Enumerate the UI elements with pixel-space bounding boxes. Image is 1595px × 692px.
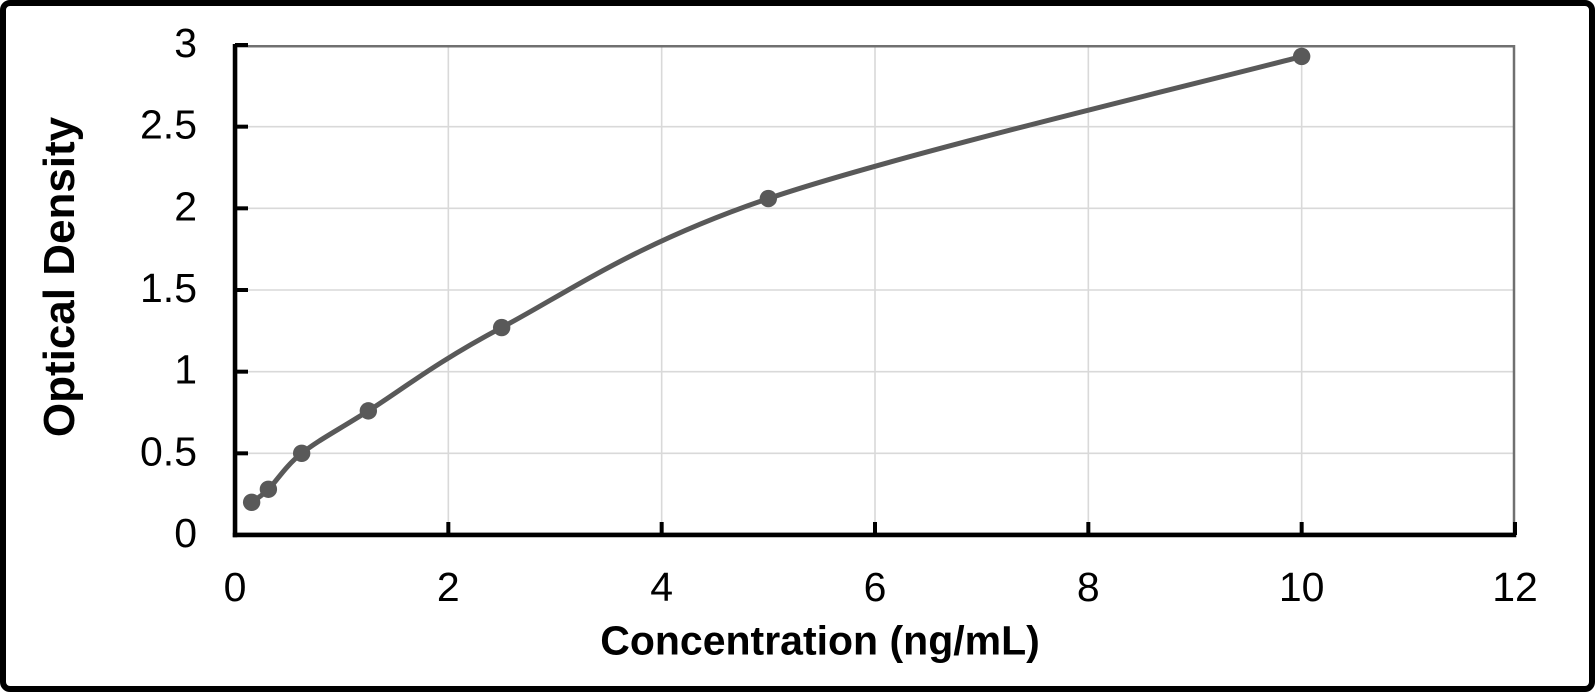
x-tick-label: 6 (864, 564, 887, 610)
y-tick-label: 1.5 (140, 265, 197, 311)
y-axis-title: Optical Density (35, 116, 84, 438)
data-point-marker (359, 402, 378, 420)
y-tick-label: 2.5 (140, 102, 197, 148)
data-point-marker (259, 480, 278, 498)
y-tick-label: 0 (174, 510, 197, 556)
data-point-marker (1292, 47, 1311, 66)
x-tick-label: 10 (1279, 564, 1325, 610)
data-point-marker (492, 318, 511, 337)
data-point-marker (242, 493, 261, 512)
x-tick-label: 0 (224, 564, 247, 610)
x-tick-label: 4 (650, 564, 673, 610)
y-tick-label: 0.5 (140, 428, 197, 474)
data-point-marker (292, 444, 311, 463)
y-tick-label: 2 (174, 183, 197, 229)
standard-curve-line (249, 53, 1305, 505)
x-tick-label: 12 (1492, 564, 1538, 610)
x-axis-title: Concentration (ng/mL) (600, 617, 1040, 664)
data-point-marker (759, 189, 778, 208)
y-tick-label: 1 (174, 347, 197, 393)
x-tick-label: 2 (437, 564, 460, 610)
y-tick-label: 3 (174, 20, 197, 66)
x-tick-label: 8 (1077, 564, 1100, 610)
